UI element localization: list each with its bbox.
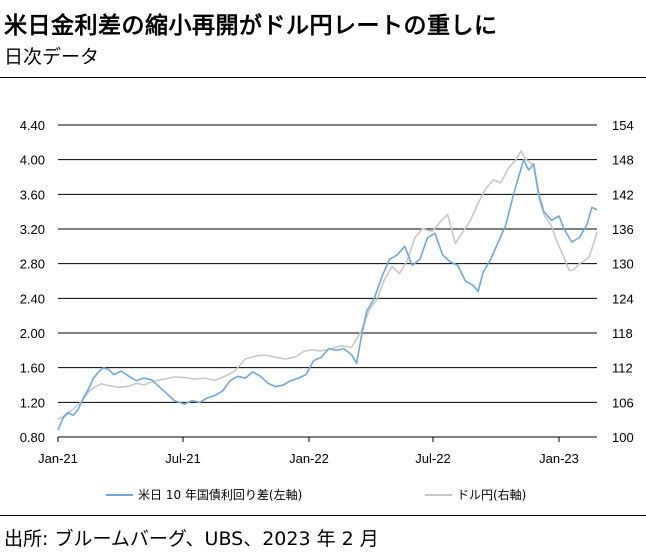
left-tick-label: 2.40 [20,291,45,306]
right-axis-ticks: 154 148 142 136 130 124 118 112 106 100 [612,118,634,445]
right-tick-label: 154 [612,118,634,133]
x-tick-label: Jul-22 [415,451,450,466]
left-tick-label: 4.00 [20,153,45,168]
right-tick-label: 124 [612,291,634,306]
right-tick-label: 118 [612,326,633,341]
right-tick-label: 136 [612,222,634,237]
bottom-divider [0,515,646,516]
legend-label-usdjpy: ドル円(右軸) [457,487,526,502]
top-divider [0,77,646,78]
x-tick-label: Jan-23 [539,451,579,466]
left-axis-ticks: 4.40 4.00 3.60 3.20 2.80 2.40 2.00 1.60 1.20 0.80 [20,118,45,445]
series-line-yield-spread [57,158,598,431]
left-tick-label: 3.60 [20,187,45,202]
left-tick-label: 1.20 [20,395,45,410]
right-tick-label: 100 [612,430,634,445]
source-note: 出所: ブルームバーグ、UBS、2023 年 2 月 [4,528,379,550]
grid-lines [58,124,597,438]
right-tick-label: 148 [612,153,634,168]
series-line-usdjpy [57,150,598,420]
right-tick-label: 142 [612,187,634,202]
legend: 米日 10 年国債利回り差(左軸) ドル円(右軸) [106,487,526,502]
x-tick-label: Jan-22 [289,451,329,466]
page-title: 米日金利差の縮小再開がドル円レートの重しに [4,13,498,39]
left-tick-label: 4.40 [20,118,45,133]
legend-label-yield-spread: 米日 10 年国債利回り差(左軸) [138,487,302,502]
left-tick-label: 3.20 [20,222,45,237]
line-chart: 4.40 4.00 3.60 3.20 2.80 2.40 2.00 1.60 1.20 0.80… [20,118,634,502]
x-axis-ticks: Jan-21 Jul-21 Jan-22 Jul-22 Jan-23 [38,437,579,466]
right-tick-label: 106 [612,395,634,410]
left-tick-label: 1.60 [20,361,45,376]
x-tick-label: Jul-21 [165,451,200,466]
left-tick-label: 0.80 [20,430,45,445]
page-subtitle: 日次データ [4,46,100,68]
right-tick-label: 130 [612,257,634,272]
right-tick-label: 112 [612,361,633,376]
left-tick-label: 2.80 [20,257,45,272]
left-tick-label: 2.00 [20,326,45,341]
x-tick-label: Jan-21 [38,451,78,466]
series-lines [57,150,598,431]
